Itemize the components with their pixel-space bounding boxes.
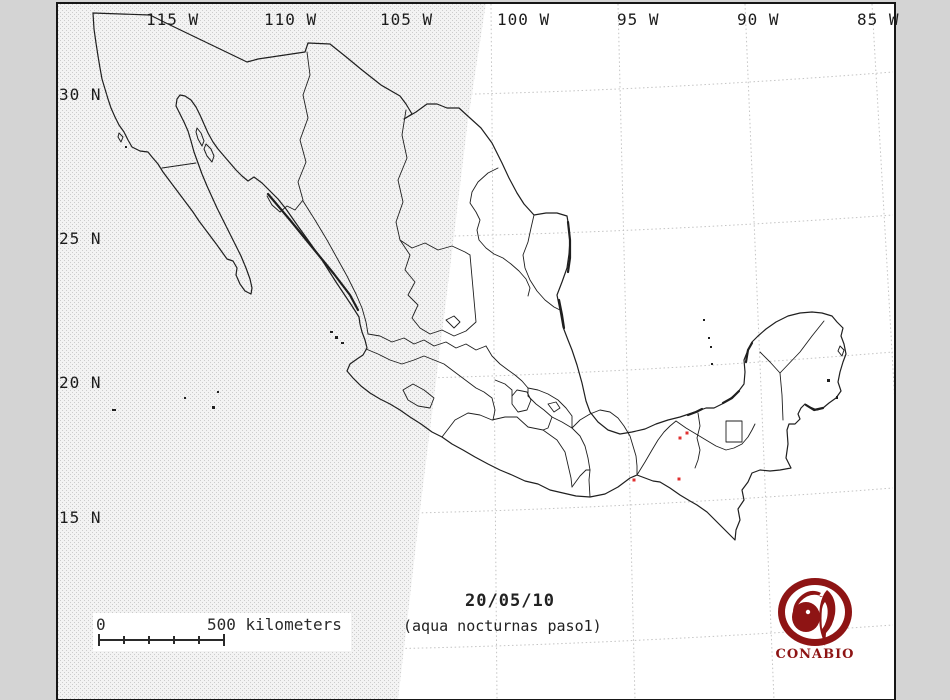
scale-bar: 0 500 kilometers <box>93 613 351 651</box>
longitude-label: 105 W <box>380 10 434 29</box>
caption-date: 20/05/10 <box>465 591 555 611</box>
scale-bar-zero-label: 0 <box>96 615 106 634</box>
parallel-30n <box>58 71 894 97</box>
scale-bar-tick <box>223 634 225 646</box>
mexico-linework <box>92 12 847 541</box>
barrier-coast-emphasis <box>266 192 825 417</box>
parallel-15n <box>58 487 894 516</box>
state-boundaries <box>161 51 825 498</box>
conabio-logo-label: CONABIO <box>775 647 855 662</box>
fire-hotspot-point <box>678 436 682 440</box>
parallel-10n <box>58 624 894 651</box>
longitude-label: 110 W <box>264 10 318 29</box>
meridian-100w <box>490 4 498 700</box>
scale-bar-tick <box>98 634 100 646</box>
latitude-label: 20 N <box>59 373 102 392</box>
longitude-label: 85 W <box>857 10 900 29</box>
latitude-label: 25 N <box>59 229 102 248</box>
longitude-label: 100 W <box>497 10 551 29</box>
conabio-emblem-icon <box>778 578 852 646</box>
fire-hotspot-layer <box>632 431 689 482</box>
latitude-label: 15 N <box>59 508 102 527</box>
meridian-85w <box>871 4 894 396</box>
fire-hotspot-point <box>685 431 689 435</box>
islets <box>112 146 838 411</box>
scale-bar-length-label: 500 kilometers <box>207 615 342 634</box>
mexico-outline <box>92 12 847 541</box>
satellite-swath-nodata-region <box>58 4 486 700</box>
fire-hotspot-point <box>677 477 681 481</box>
map-frame-border <box>56 2 896 700</box>
meridian-95w <box>617 4 636 700</box>
latitude-label: 30 N <box>59 85 102 104</box>
longitude-label: 90 W <box>737 10 780 29</box>
longitude-label: 115 W <box>146 10 200 29</box>
scale-bar-tick <box>173 636 175 644</box>
longitude-label: 95 W <box>617 10 660 29</box>
islands <box>117 127 845 357</box>
meridian-90w <box>744 4 775 700</box>
caption-subtitle: (aqua nocturnas paso1) <box>403 617 602 635</box>
scale-bar-tick <box>198 636 200 644</box>
scale-bar-line <box>98 639 225 641</box>
parallel-25n <box>58 214 894 239</box>
scale-bar-tick <box>148 636 150 644</box>
fire-hotspot-point <box>632 478 636 482</box>
conabio-logo: CONABIO <box>775 576 855 668</box>
scale-bar-tick <box>123 636 125 644</box>
parallel-20n <box>58 351 894 381</box>
